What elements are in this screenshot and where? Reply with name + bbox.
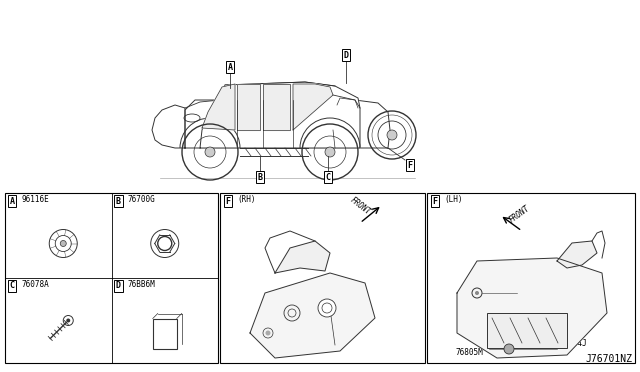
Circle shape xyxy=(504,344,514,354)
Text: 96116E: 96116E xyxy=(21,195,49,204)
Polygon shape xyxy=(152,105,185,148)
Circle shape xyxy=(387,130,397,140)
Text: 76BB6M: 76BB6M xyxy=(127,280,156,289)
Polygon shape xyxy=(200,82,360,148)
Text: 96116EB: 96116EB xyxy=(519,283,552,292)
Text: C: C xyxy=(326,173,330,182)
Circle shape xyxy=(205,147,215,157)
Bar xyxy=(487,313,567,348)
Text: 96116EA: 96116EA xyxy=(288,344,321,353)
Circle shape xyxy=(60,241,67,247)
Text: (RH): (RH) xyxy=(237,195,255,204)
Text: F: F xyxy=(225,196,230,205)
Polygon shape xyxy=(237,84,260,130)
Text: J76701NZ: J76701NZ xyxy=(585,354,632,364)
Circle shape xyxy=(325,147,335,157)
Text: D: D xyxy=(116,282,121,291)
Bar xyxy=(427,193,635,363)
Circle shape xyxy=(67,318,70,323)
Bar xyxy=(220,193,425,363)
Polygon shape xyxy=(202,84,235,130)
Text: B: B xyxy=(257,173,262,182)
Text: F: F xyxy=(433,196,438,205)
Polygon shape xyxy=(557,241,597,268)
Text: 76805M: 76805M xyxy=(455,348,483,357)
Text: 76078A: 76078A xyxy=(21,280,49,289)
Circle shape xyxy=(266,330,271,336)
Bar xyxy=(153,318,177,349)
Circle shape xyxy=(475,291,479,295)
Polygon shape xyxy=(185,100,390,148)
Polygon shape xyxy=(457,258,607,358)
Text: FRONT: FRONT xyxy=(508,204,532,225)
Text: (LH): (LH) xyxy=(444,195,463,204)
Text: A: A xyxy=(10,196,15,205)
Text: D: D xyxy=(344,51,349,60)
Text: B: B xyxy=(116,196,121,205)
Polygon shape xyxy=(275,241,330,273)
Text: C: C xyxy=(10,282,15,291)
Polygon shape xyxy=(263,84,290,130)
Text: A: A xyxy=(227,62,232,71)
Text: F: F xyxy=(408,160,413,170)
Text: 76700G: 76700G xyxy=(127,195,156,204)
Bar xyxy=(5,193,218,363)
Text: FRONT: FRONT xyxy=(348,196,372,217)
Polygon shape xyxy=(293,84,333,130)
Text: 78984J: 78984J xyxy=(559,339,587,348)
Circle shape xyxy=(318,299,336,317)
Polygon shape xyxy=(250,273,375,358)
